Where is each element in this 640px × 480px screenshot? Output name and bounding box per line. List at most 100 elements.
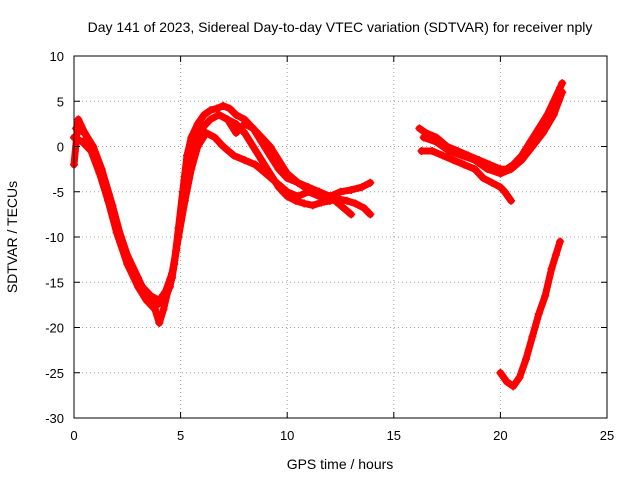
axis-ticks: 0 5 10 15 20 25 -30 -25 -20 -15 -10 -5 0 5 10	[45, 49, 614, 443]
data-point	[212, 104, 221, 113]
data-point	[366, 178, 375, 187]
data-point	[509, 382, 518, 391]
data-point	[470, 165, 479, 174]
data-point	[342, 196, 351, 205]
x-tick-label: 25	[600, 428, 614, 443]
data-point	[502, 377, 511, 386]
data-point	[97, 165, 106, 174]
data-point	[206, 106, 215, 115]
x-tick-label: 20	[493, 428, 507, 443]
data-point	[80, 128, 89, 137]
data-point	[293, 178, 302, 187]
data-point	[293, 192, 302, 201]
data-point	[151, 305, 160, 314]
y-axis-label: SDTVAR / TECUs	[4, 181, 20, 293]
data-point	[116, 233, 125, 241]
data-point	[359, 204, 368, 213]
data-point	[496, 368, 505, 377]
data-point	[146, 291, 155, 300]
x-axis-label: GPS time / hours	[287, 456, 394, 472]
data-point	[229, 151, 238, 160]
y-tick-label: -10	[45, 230, 64, 245]
data-point	[161, 287, 170, 296]
data-point	[428, 147, 437, 156]
data-point	[551, 251, 560, 260]
data-point	[219, 142, 228, 151]
data-point	[210, 133, 219, 142]
data-point	[507, 165, 516, 174]
data-point	[347, 210, 356, 219]
data-point	[366, 210, 375, 219]
data-point	[496, 183, 505, 192]
data-point	[193, 119, 202, 128]
series-arc-c	[72, 124, 334, 304]
data-point	[496, 169, 505, 178]
data-point	[257, 133, 266, 142]
data-point	[108, 201, 117, 210]
data-point	[266, 142, 275, 151]
y-tick-label: -20	[45, 321, 64, 336]
y-tick-label: 0	[57, 140, 64, 155]
data-point	[232, 110, 241, 119]
x-tick-label: 15	[387, 428, 401, 443]
data-point	[483, 165, 492, 174]
y-tick-label: -5	[52, 185, 64, 200]
y-tick-label: 5	[57, 94, 64, 109]
data-point	[487, 178, 496, 187]
data-point	[214, 110, 223, 119]
data-point	[89, 142, 98, 151]
data-point	[138, 282, 147, 291]
data-point	[549, 110, 558, 119]
data-point	[74, 115, 83, 124]
data-point	[547, 264, 556, 273]
data-point	[232, 128, 241, 137]
data-point	[72, 124, 81, 133]
data-point	[315, 187, 324, 196]
x-tick-label: 5	[177, 428, 184, 443]
data-point	[283, 169, 292, 178]
data-point	[415, 124, 424, 133]
data-point	[219, 101, 228, 110]
series-arc-h	[496, 238, 564, 390]
data-point	[193, 142, 202, 151]
data-point	[539, 128, 548, 137]
data-point	[142, 296, 151, 305]
data-point	[507, 196, 516, 205]
x-tick-label: 0	[70, 428, 77, 443]
data-point	[168, 269, 177, 278]
data-point	[127, 264, 136, 273]
data-point	[240, 119, 249, 128]
data-point	[159, 305, 168, 314]
data-point	[558, 79, 567, 88]
data-point	[449, 156, 458, 165]
data-point	[251, 160, 260, 169]
data-point	[417, 147, 426, 156]
data-point	[223, 115, 232, 124]
data-series	[70, 79, 567, 391]
data-point	[272, 178, 281, 187]
data-point	[174, 233, 183, 241]
data-point	[347, 185, 356, 194]
data-point	[240, 156, 249, 165]
data-point	[197, 124, 206, 133]
data-point	[351, 199, 360, 208]
data-point	[225, 104, 234, 113]
data-point	[357, 183, 366, 192]
data-point	[78, 137, 87, 146]
data-point	[528, 332, 537, 341]
data-point	[180, 196, 189, 205]
data-point	[458, 151, 467, 160]
data-point	[528, 142, 537, 151]
data-point	[155, 296, 164, 305]
data-point	[336, 187, 345, 196]
data-point	[534, 124, 543, 133]
data-point	[556, 237, 565, 246]
series-arc-d	[215, 111, 355, 218]
data-point	[187, 165, 196, 174]
data-point	[460, 160, 469, 169]
data-point	[283, 187, 292, 196]
data-point	[515, 373, 524, 382]
data-point	[261, 169, 270, 178]
chart-title: Day 141 of 2023, Sidereal Day-to-day VTE…	[88, 19, 593, 35]
